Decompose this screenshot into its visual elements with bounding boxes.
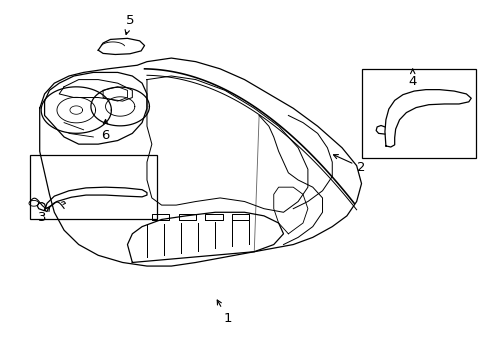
- Bar: [361, 69, 475, 158]
- Text: 3: 3: [38, 206, 50, 224]
- Text: 5: 5: [125, 14, 134, 35]
- Text: 1: 1: [217, 300, 231, 325]
- Text: 4: 4: [407, 69, 416, 88]
- Text: 2: 2: [333, 154, 365, 174]
- Bar: [30, 155, 157, 220]
- Text: 6: 6: [101, 120, 109, 142]
